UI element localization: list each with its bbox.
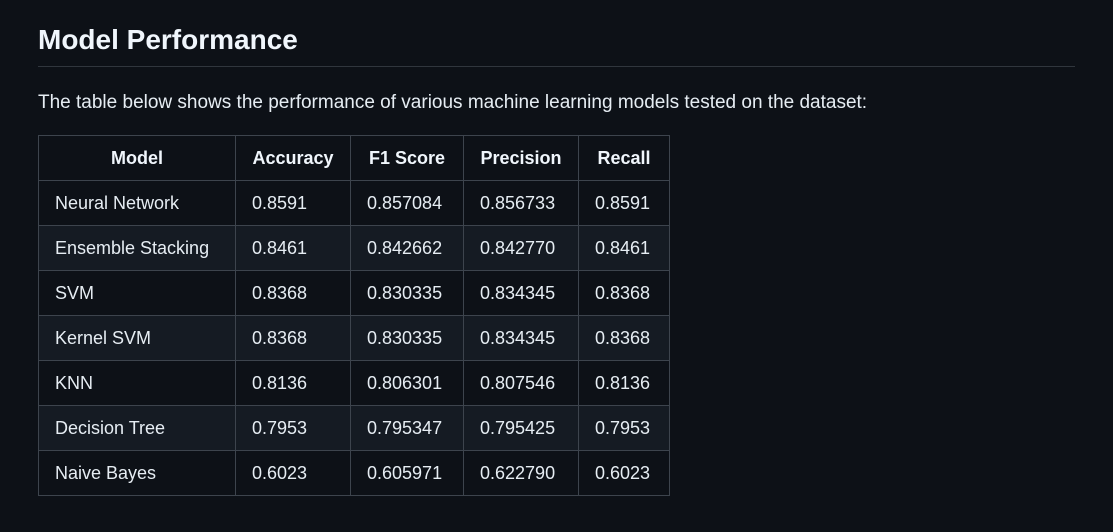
intro-paragraph: The table below shows the performance of… xyxy=(38,92,868,113)
cell-accuracy: 0.8136 xyxy=(235,360,351,406)
cell-precision: 0.842770 xyxy=(463,225,579,271)
table-header: Model Accuracy F1 Score Precision Recall xyxy=(38,135,670,181)
table-row: KNN 0.8136 0.806301 0.807546 0.8136 xyxy=(38,360,670,406)
cell-f1-score: 0.830335 xyxy=(350,270,464,316)
table-row: Decision Tree 0.7953 0.795347 0.795425 0… xyxy=(38,405,670,451)
cell-accuracy: 0.8461 xyxy=(235,225,351,271)
cell-precision: 0.622790 xyxy=(463,450,579,496)
cell-f1-score: 0.830335 xyxy=(350,315,464,361)
cell-accuracy: 0.8368 xyxy=(235,315,351,361)
cell-model: KNN xyxy=(38,360,236,406)
column-header-accuracy: Accuracy xyxy=(235,135,351,181)
column-header-f1-score: F1 Score xyxy=(350,135,464,181)
cell-recall: 0.8591 xyxy=(578,180,670,226)
cell-recall: 0.7953 xyxy=(578,405,670,451)
cell-precision: 0.834345 xyxy=(463,315,579,361)
cell-f1-score: 0.795347 xyxy=(350,405,464,451)
cell-precision: 0.795425 xyxy=(463,405,579,451)
cell-recall: 0.8136 xyxy=(578,360,670,406)
cell-model: Naive Bayes xyxy=(38,450,236,496)
cell-accuracy: 0.8591 xyxy=(235,180,351,226)
table-row: Neural Network 0.8591 0.857084 0.856733 … xyxy=(38,180,670,226)
column-header-model: Model xyxy=(38,135,236,181)
cell-recall: 0.8368 xyxy=(578,315,670,361)
cell-precision: 0.834345 xyxy=(463,270,579,316)
model-performance-table: Model Accuracy F1 Score Precision Recall… xyxy=(38,135,670,496)
header-row: Model Accuracy F1 Score Precision Recall xyxy=(38,135,670,181)
cell-model: Kernel SVM xyxy=(38,315,236,361)
cell-model: SVM xyxy=(38,270,236,316)
cell-f1-score: 0.842662 xyxy=(350,225,464,271)
table-body: Neural Network 0.8591 0.857084 0.856733 … xyxy=(38,180,670,496)
cell-precision: 0.856733 xyxy=(463,180,579,226)
cell-model: Ensemble Stacking xyxy=(38,225,236,271)
column-header-precision: Precision xyxy=(463,135,579,181)
cell-recall: 0.8368 xyxy=(578,270,670,316)
cell-precision: 0.807546 xyxy=(463,360,579,406)
table-row: SVM 0.8368 0.830335 0.834345 0.8368 xyxy=(38,270,670,316)
cell-recall: 0.6023 xyxy=(578,450,670,496)
cell-model: Decision Tree xyxy=(38,405,236,451)
cell-accuracy: 0.8368 xyxy=(235,270,351,316)
cell-recall: 0.8461 xyxy=(578,225,670,271)
cell-accuracy: 0.7953 xyxy=(235,405,351,451)
table-row: Kernel SVM 0.8368 0.830335 0.834345 0.83… xyxy=(38,315,670,361)
table-row: Ensemble Stacking 0.8461 0.842662 0.8427… xyxy=(38,225,670,271)
page-title: Model Performance xyxy=(38,0,1075,67)
cell-accuracy: 0.6023 xyxy=(235,450,351,496)
cell-f1-score: 0.857084 xyxy=(350,180,464,226)
cell-f1-score: 0.806301 xyxy=(350,360,464,406)
table-row: Naive Bayes 0.6023 0.605971 0.622790 0.6… xyxy=(38,450,670,496)
column-header-recall: Recall xyxy=(578,135,670,181)
cell-model: Neural Network xyxy=(38,180,236,226)
cell-f1-score: 0.605971 xyxy=(350,450,464,496)
